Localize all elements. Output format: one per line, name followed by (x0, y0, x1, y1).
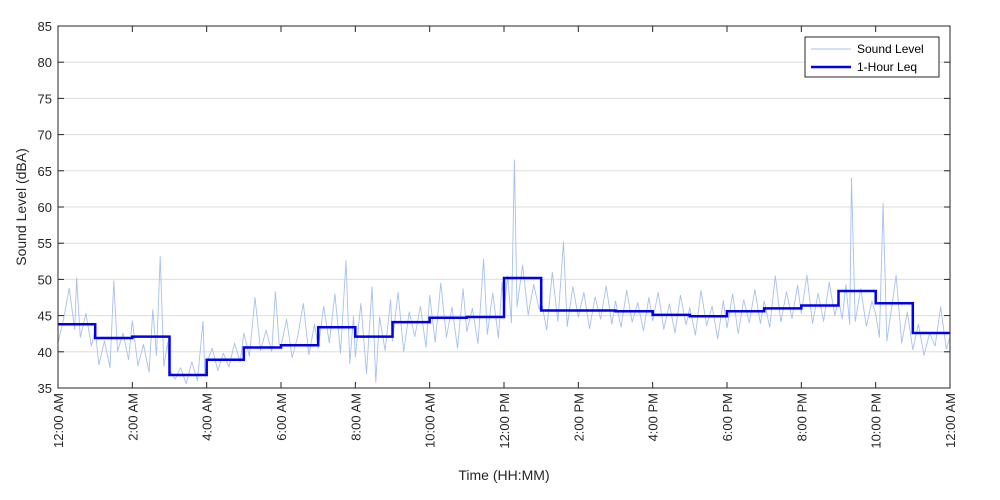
x-tick-label: 12:00 AM (51, 393, 66, 448)
y-tick-label: 60 (38, 200, 52, 215)
y-tick-label: 80 (38, 55, 52, 70)
x-tick-label: 12:00 AM (943, 393, 958, 448)
y-tick-label: 40 (38, 345, 52, 360)
x-tick-label: 12:00 PM (497, 393, 512, 449)
x-tick-label: 6:00 PM (720, 393, 735, 441)
legend-label-sound-level: Sound Level (857, 42, 924, 56)
series-line-1-hour-leq (58, 276, 950, 377)
legend-label-1-hour-leq: 1-Hour Leq (857, 60, 917, 74)
y-tick-label: 70 (38, 128, 52, 143)
x-tick-label: 2:00 PM (571, 393, 586, 441)
y-tick-label: 50 (38, 272, 52, 287)
x-tick-label: 10:00 PM (869, 393, 884, 449)
y-axis-title: Sound Level (dBA) (13, 148, 29, 266)
x-tick-label: 6:00 AM (274, 393, 289, 441)
legend-box (804, 36, 940, 78)
x-tick-label: 4:00 AM (200, 393, 215, 441)
y-tick-label: 55 (38, 236, 52, 251)
x-axis: 12:00 AM 2:00 AM 4:00 AM 6:00 AM 8:00 AM 10:0… (51, 26, 958, 449)
x-tick-label: 8:00 AM (348, 393, 363, 441)
series-line-sound-level (57, 159, 951, 385)
legend: Sound Level 1-Hour Leq (804, 36, 940, 78)
y-tick-label: 45 (38, 309, 52, 324)
y-tick-label: 35 (38, 381, 52, 396)
y-tick-label: 85 (38, 19, 52, 34)
x-tick-label: 8:00 PM (794, 393, 809, 441)
x-tick-label: 4:00 PM (646, 393, 661, 441)
x-axis-title: Time (HH:MM) (458, 467, 549, 483)
series-layer (57, 159, 951, 385)
y-tick-label: 65 (38, 164, 52, 179)
y-axis: 35 40 45 50 55 60 65 70 75 80 85 (38, 19, 950, 396)
x-tick-label: 2:00 AM (125, 393, 140, 441)
y-tick-label: 75 (38, 91, 52, 106)
x-tick-label: 10:00 AM (423, 393, 438, 448)
